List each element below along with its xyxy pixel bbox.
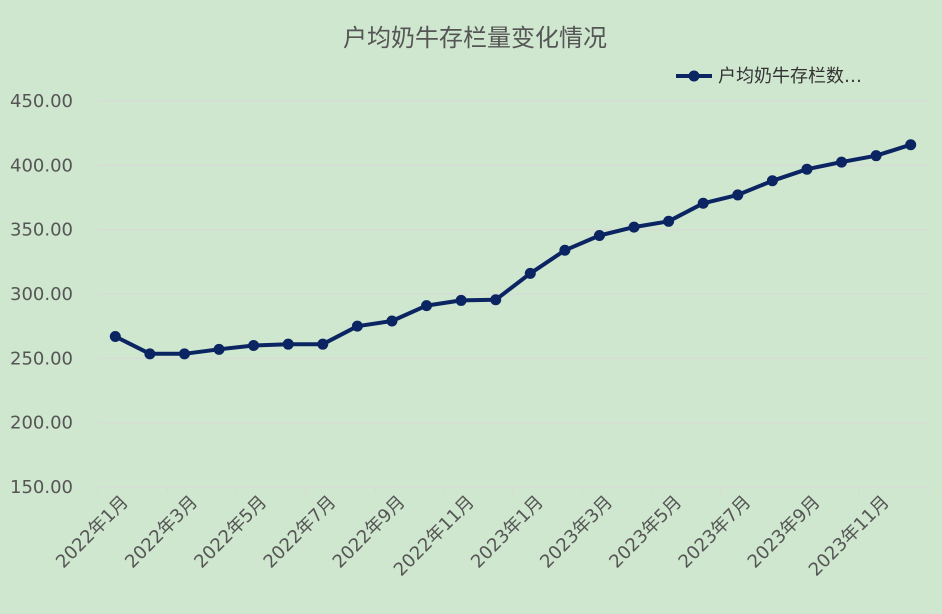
- y-tick-label: 250.00: [10, 348, 73, 369]
- data-point[interactable]: [490, 294, 502, 306]
- data-point[interactable]: [282, 338, 294, 350]
- data-point[interactable]: [178, 348, 190, 360]
- data-point[interactable]: [144, 348, 156, 360]
- data-point[interactable]: [766, 175, 778, 187]
- y-tick-label: 450.00: [10, 91, 73, 112]
- data-point[interactable]: [732, 189, 744, 201]
- plot-area: [109, 139, 917, 360]
- data-point[interactable]: [905, 139, 917, 151]
- data-point[interactable]: [663, 215, 675, 227]
- data-point[interactable]: [559, 244, 571, 256]
- y-tick-label: 300.00: [10, 284, 73, 305]
- y-tick-label: 400.00: [10, 155, 73, 176]
- data-point[interactable]: [386, 315, 398, 327]
- data-point[interactable]: [317, 338, 329, 350]
- series-line: [113, 142, 913, 356]
- legend-label: 户均奶牛存栏数…: [718, 66, 862, 87]
- legend-marker-icon: [688, 70, 700, 82]
- data-point[interactable]: [455, 294, 467, 306]
- data-point[interactable]: [593, 229, 605, 241]
- data-point[interactable]: [248, 339, 260, 351]
- data-point[interactable]: [628, 221, 640, 233]
- y-tick-label: 200.00: [10, 413, 73, 434]
- data-point[interactable]: [836, 156, 848, 168]
- data-point[interactable]: [421, 300, 433, 312]
- data-point[interactable]: [870, 150, 882, 162]
- data-point[interactable]: [524, 267, 536, 279]
- y-tick-label: 350.00: [10, 220, 73, 241]
- data-point[interactable]: [351, 320, 363, 332]
- legend[interactable]: 户均奶牛存栏数…: [676, 66, 862, 87]
- data-point[interactable]: [801, 163, 813, 175]
- y-tick-label: 150.00: [10, 477, 73, 498]
- y-axis-ticks: 450.00 400.00 350.00 300.00 250.00 200.00 150.…: [10, 91, 73, 498]
- chart-title: 户均奶牛存栏量变化情况: [343, 24, 607, 52]
- data-point[interactable]: [213, 343, 225, 355]
- data-point[interactable]: [109, 330, 121, 342]
- data-point[interactable]: [697, 197, 709, 209]
